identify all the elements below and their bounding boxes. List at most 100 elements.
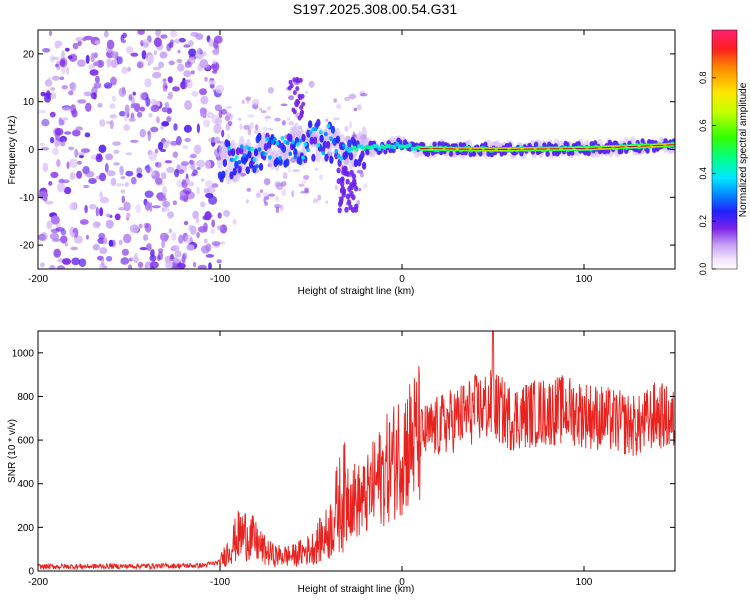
spectrogram-x-label: Height of straight line (km) <box>298 286 415 297</box>
heatmap-cell <box>260 151 265 157</box>
heatmap-cell <box>287 165 292 173</box>
heatmap-cell <box>223 209 231 218</box>
heatmap-cell <box>263 178 271 186</box>
heatmap-cell <box>408 142 412 147</box>
heatmap-cell <box>178 37 186 43</box>
heatmap-cell <box>129 224 140 234</box>
y-tick-label: 400 <box>17 479 34 490</box>
x-tick-label: -100 <box>210 274 230 285</box>
heatmap-cell <box>286 117 291 121</box>
colorbar-tick-label: 0.0 <box>698 263 708 276</box>
heatmap-cell <box>229 171 234 180</box>
heatmap-cell <box>209 83 215 89</box>
heatmap-cell <box>176 59 183 63</box>
heatmap-cell <box>167 211 174 219</box>
heatmap-cell <box>245 166 250 175</box>
heatmap-cell <box>123 233 132 244</box>
heatmap-cell <box>239 123 243 130</box>
heatmap-cell <box>64 131 72 135</box>
heatmap-cell <box>337 207 342 214</box>
heatmap-cell <box>148 151 157 161</box>
heatmap-cell <box>99 207 104 217</box>
heatmap-cell <box>71 232 75 238</box>
heatmap-cell <box>119 165 124 176</box>
heatmap-cell <box>211 219 215 228</box>
heatmap-cell <box>352 180 357 187</box>
heatmap-cell <box>137 261 144 268</box>
heatmap-cell <box>377 146 382 151</box>
heatmap-cell <box>124 181 129 188</box>
heatmap-cell <box>334 148 338 154</box>
heatmap-cell <box>178 234 184 244</box>
heatmap-cell <box>308 80 315 88</box>
heatmap-cell <box>300 93 305 99</box>
heatmap-cell <box>489 151 495 158</box>
heatmap-cell <box>208 80 216 85</box>
heatmap-cell <box>471 150 477 157</box>
heatmap-cell <box>110 76 117 86</box>
heatmap-cell <box>156 116 160 124</box>
heatmap-cell <box>255 164 259 169</box>
heatmap-cell <box>205 180 213 188</box>
heatmap-cell <box>230 148 236 157</box>
heatmap-cell <box>360 93 368 97</box>
heatmap-cell <box>275 206 280 214</box>
heatmap-cell <box>120 257 130 265</box>
heatmap-cell <box>125 46 134 54</box>
heatmap-cell <box>92 244 100 251</box>
heatmap-cell <box>216 259 222 264</box>
heatmap-cell <box>80 148 91 154</box>
heatmap-cell <box>119 110 126 117</box>
heatmap-cell <box>83 91 92 97</box>
heatmap-cell <box>499 150 504 157</box>
heatmap-cell <box>196 123 200 134</box>
heatmap-cell <box>130 52 139 57</box>
heatmap-cell <box>201 51 207 57</box>
heatmap-cell <box>61 50 65 61</box>
heatmap-cell <box>168 228 173 234</box>
y-tick-label: 0 <box>28 567 34 578</box>
heatmap-cell <box>173 257 181 264</box>
heatmap-cell <box>191 173 196 177</box>
heatmap-cell <box>237 165 242 174</box>
heatmap-cell <box>143 234 149 241</box>
heatmap-cell <box>68 146 75 151</box>
heatmap-cell <box>507 142 513 149</box>
heatmap-cell <box>200 95 209 105</box>
heatmap-cell <box>317 194 322 201</box>
heatmap-cell <box>197 264 207 269</box>
heatmap-cell <box>151 171 156 176</box>
heatmap-cell <box>123 201 131 212</box>
heatmap-cell <box>164 160 173 164</box>
heatmap-cell <box>62 258 72 265</box>
heatmap-cell <box>274 196 280 202</box>
heatmap-cell <box>353 185 359 192</box>
heatmap-cell <box>227 133 230 139</box>
heatmap-cell <box>203 238 208 244</box>
y-tick-label: -20 <box>20 241 35 252</box>
heatmap-cell <box>89 69 99 76</box>
heatmap-cell <box>113 162 120 166</box>
heatmap-cell <box>130 139 139 143</box>
heatmap-cell <box>58 117 63 126</box>
heatmap-cell <box>144 223 152 233</box>
heatmap-cell <box>392 144 397 150</box>
heatmap-cell <box>138 223 143 229</box>
heatmap-cell <box>154 148 159 154</box>
heatmap-cell <box>203 188 210 194</box>
heatmap-cell <box>42 162 49 173</box>
heatmap-cell <box>161 107 168 113</box>
heatmap-cell <box>110 119 114 130</box>
heatmap-cell <box>312 136 318 145</box>
heatmap-cell <box>118 87 127 97</box>
heatmap-cell <box>265 136 270 142</box>
heatmap-cell <box>285 158 290 167</box>
heatmap-cell <box>66 66 70 75</box>
heatmap-cell <box>159 232 169 242</box>
heatmap-cell <box>265 117 268 123</box>
heatmap-cell <box>106 39 115 50</box>
heatmap-cell <box>196 186 200 195</box>
heatmap-cell <box>54 128 64 136</box>
heatmap-cell <box>325 200 329 204</box>
heatmap-cell <box>306 147 310 153</box>
